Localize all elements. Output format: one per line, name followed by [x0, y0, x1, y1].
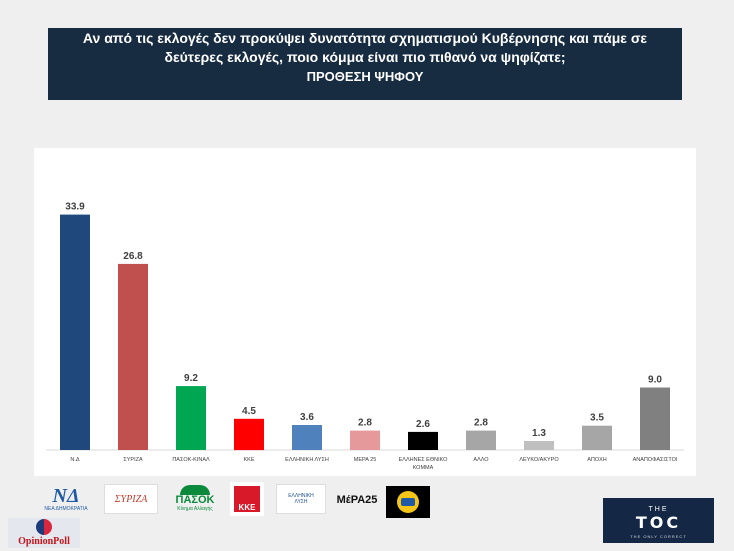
category-label: ΕΛΛΗΝΕΣ ΕΘΝΙΚΟ: [399, 457, 449, 463]
bar: [466, 430, 496, 450]
data-label: 2.8: [358, 418, 372, 429]
question-text: Αν από τις εκλογές δεν προκύψει δυνατότη…: [82, 30, 648, 65]
ellines-logo: [386, 486, 430, 518]
category-label: ΚΟΜΜΑ: [413, 465, 434, 471]
pasok-sun-icon: [180, 484, 210, 495]
bar: [640, 387, 670, 450]
data-label: 3.6: [300, 412, 314, 423]
bar: [118, 263, 148, 450]
bar: [408, 431, 438, 450]
chart-header: Αν από τις εκλογές δεν προκύψει δυνατότη…: [48, 28, 682, 100]
category-label: ΕΛΛΗΝΙΚΗ ΛΥΣΗ: [285, 457, 329, 463]
category-label: ΛΕΥΚΟ/ΑΚΥΡΟ: [519, 457, 559, 463]
category-label: ΣΥΡΙΖΑ: [123, 457, 143, 463]
data-label: 26.8: [123, 251, 143, 262]
data-label: 2.8: [474, 418, 488, 429]
data-label: 4.5: [242, 406, 256, 417]
chart-panel: 33.9 Ν.Δ 26.8 ΣΥΡΙΖΑ 9.2 ΠΑΣΟΚ-ΚΙΝΑΛ 4.5 ΚΚΕ 3.6…: [34, 148, 696, 476]
data-label: 1.3: [532, 428, 546, 439]
pasok-logo: ΠΑΣΟΚ Κίνημα Αλλαγής: [168, 482, 222, 514]
bar: [350, 430, 380, 450]
category-label: ΠΑΣΟΚ-ΚΙΝΑΛ: [172, 457, 210, 463]
bar: [292, 425, 322, 450]
bar: [524, 441, 554, 450]
elliniki-lysi-logo: ΕΛΛΗΝΙΚΗ ΛΥΣΗ: [276, 484, 326, 514]
kke-logo: ΚΚΕ: [230, 482, 264, 516]
data-label: 3.5: [590, 413, 604, 424]
chart-subtitle: ΠΡΟΘΕΣΗ ΨΗΦΟΥ: [306, 69, 424, 84]
data-label: 9.0: [648, 375, 662, 386]
the-toc-logo: THE TOC THE ONLY CORRECT: [603, 498, 714, 543]
data-label: 9.2: [184, 373, 198, 384]
category-label: ΑΝΑΠΟΦΑΣΙΣΤΟΙ: [633, 457, 678, 463]
bar-chart: 33.9 Ν.Δ 26.8 ΣΥΡΙΖΑ 9.2 ΠΑΣΟΚ-ΚΙΝΑΛ 4.5 ΚΚΕ 3.6…: [46, 202, 684, 471]
party-logos-strip: ΝΔ ΝΕΑ ΔΗΜΟΚΡΑΤΙΑ ΣΥΡΙΖΑ ΠΑΣΟΚ Κίνημα Αλ…: [36, 482, 436, 522]
data-label: 2.6: [416, 419, 430, 430]
opinion-poll-logo: OpinionPoll: [8, 518, 80, 548]
category-label: ΑΠΟΧΗ: [587, 457, 607, 463]
nd-logo: ΝΔ ΝΕΑ ΔΗΜΟΚΡΑΤΙΑ: [44, 485, 88, 512]
data-label: 33.9: [65, 202, 85, 213]
bar: [582, 425, 612, 450]
syriza-logo: ΣΥΡΙΖΑ: [104, 484, 158, 514]
category-label: ΜΕΡΑ 25: [354, 457, 377, 463]
category-label: ΑΛΛΟ: [473, 457, 489, 463]
ellines-emblem-icon: [397, 491, 419, 513]
bar: [234, 418, 264, 451]
opinion-poll-emblem-icon: [36, 519, 52, 535]
mera25-logo: ΜέΡΑ25: [336, 494, 378, 506]
category-label: ΚΚΕ: [243, 457, 254, 463]
bar: [60, 214, 90, 450]
bar: [176, 386, 206, 450]
category-label: Ν.Δ: [70, 457, 80, 463]
